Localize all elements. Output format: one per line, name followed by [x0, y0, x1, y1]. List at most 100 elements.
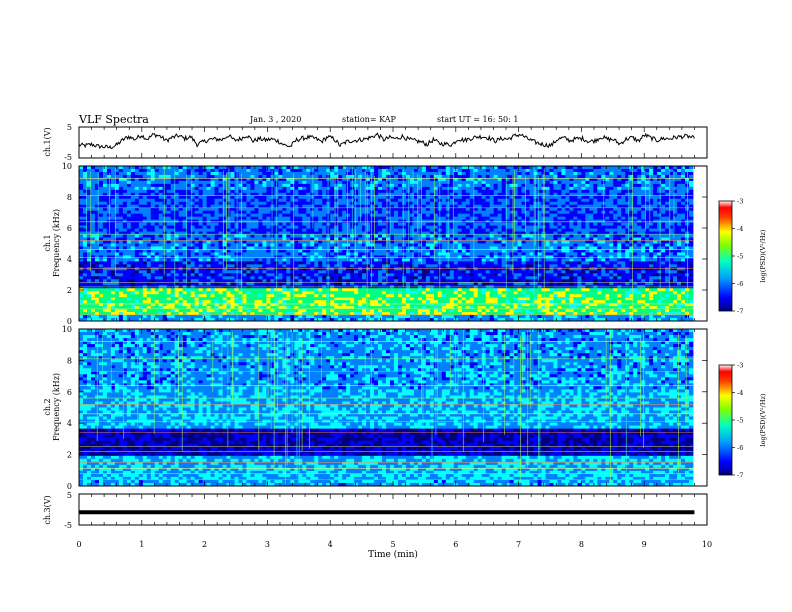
ch1-spectrogram-cell: [370, 223, 374, 226]
ch1-spectrogram-cell: [127, 187, 131, 190]
ch1-spectrogram-cell: [482, 226, 486, 229]
ch1-spectrogram-cell: [242, 220, 246, 223]
ch1-spectrogram-cell: [390, 172, 394, 175]
ch1-spectrogram-cell: [418, 169, 422, 172]
ch1-spectrogram-cell: [462, 175, 466, 178]
ch1-spectrogram-cell: [665, 199, 669, 202]
ch1-spectrogram-cell: [318, 220, 322, 223]
ch1-spectrogram-cell: [163, 181, 167, 184]
ch1-spectrogram-cell: [637, 208, 641, 211]
ch1-spectrogram-cell: [530, 199, 534, 202]
ch1-spectrogram-cell: [657, 184, 661, 187]
ch1-spectrogram-cell: [526, 211, 530, 214]
ch1-spectrogram-cell: [179, 202, 183, 205]
ch1-spectrogram-cell: [541, 208, 545, 211]
ch1-spectrogram-cell: [195, 175, 199, 178]
ch1-spectrogram-cell: [147, 169, 151, 172]
ch1-spectrogram-cell: [171, 211, 175, 214]
ch1-spectrogram-cell: [322, 202, 326, 205]
ch1-spectrogram-cell: [677, 190, 681, 193]
ch1-spectrogram-cell: [681, 202, 685, 205]
ch1-spectrogram-cell: [585, 202, 589, 205]
ch1-spectrogram-cell: [633, 199, 637, 202]
ch1-spectrogram-cell: [187, 175, 191, 178]
ch1-spectrogram-cell: [151, 187, 155, 190]
ch1-spectrogram-cell: [246, 187, 250, 190]
ch1-spectrogram-cell: [242, 199, 246, 202]
ch1-spectrogram-cell: [250, 220, 254, 223]
ch1-spectrogram-cell: [474, 175, 478, 178]
ch1-spectrogram-cell: [219, 208, 223, 211]
ch1-spectrogram-cell: [410, 184, 414, 187]
ch1-spectrogram-cell: [306, 166, 310, 169]
ch1-spectrogram-cell: [99, 196, 103, 199]
ch1-spectrogram-cell: [474, 169, 478, 172]
ch1-spectrogram-cell: [518, 175, 522, 178]
ch1-spectrogram-cell: [207, 211, 211, 214]
ch1-spectrogram-cell: [681, 175, 685, 178]
ch1-spectrogram-cell: [553, 166, 557, 169]
ch1-spectrogram-cell: [211, 181, 215, 184]
ch1-spectrogram-cell: [426, 202, 430, 205]
ch1-spectrogram-cell: [358, 169, 362, 172]
ch1-spectrogram-cell: [569, 166, 573, 169]
ch1-spectrogram-cell: [278, 190, 282, 193]
ch1-spectrogram-cell: [553, 220, 557, 223]
ch1-spectrogram-cell: [541, 172, 545, 175]
ch1-spectrogram-cell: [557, 190, 561, 193]
ch1-spectrogram-cell: [362, 229, 366, 232]
ch1-spectrogram-cell: [175, 229, 179, 232]
ch1-spectrogram-cell: [79, 229, 83, 232]
ch1-spectrogram-cell: [179, 181, 183, 184]
ch1-spectrogram-cell: [270, 181, 274, 184]
ch1-spectrogram-cell: [661, 196, 665, 199]
ch1-spectrogram-cell: [510, 220, 514, 223]
ch1-spectrogram-cell: [486, 226, 490, 229]
ch1-spectrogram-cell: [207, 226, 211, 229]
ch1-spectrogram-cell: [266, 208, 270, 211]
ch1-spectrogram-cell: [195, 223, 199, 226]
ch1-spectrogram-cell: [609, 196, 613, 199]
ch1-spectrogram-cell: [250, 208, 254, 211]
ch1-spectrogram-cell: [111, 169, 115, 172]
ch1-spectrogram-cell: [227, 223, 231, 226]
ch1-spectrogram-cell: [645, 190, 649, 193]
ch1-spectrogram-cell: [131, 214, 135, 217]
ch1-spectrogram-cell: [79, 217, 83, 220]
ch1-spectrogram-cell: [322, 190, 326, 193]
ch1-spectrogram-cell: [143, 175, 147, 178]
ch1-spectrogram-cell: [541, 199, 545, 202]
ch1-spectrogram-cell: [617, 181, 621, 184]
ch1-spectrogram-cell: [302, 214, 306, 217]
ch1-spectrogram-cell: [446, 166, 450, 169]
ch1-spectrogram-cell: [569, 190, 573, 193]
ch1-spectrogram-cell: [382, 211, 386, 214]
ch1-spectrogram-cell: [302, 184, 306, 187]
ch1-spectrogram-cell: [633, 166, 637, 169]
ch1-spectrogram-cell: [131, 172, 135, 175]
ch1-spectrogram-cell: [494, 172, 498, 175]
ch1-spectrogram-cell: [171, 169, 175, 172]
ch1-spectrogram-cell: [111, 211, 115, 214]
ch1-spectrogram-cell: [641, 196, 645, 199]
ch1-spectrogram-cell: [95, 172, 99, 175]
ch1-spectrogram-cell: [378, 190, 382, 193]
ch1-spectrogram-cell: [258, 226, 262, 229]
ch1-spectrogram-cell: [191, 181, 195, 184]
ch1-spectrogram-cell: [103, 208, 107, 211]
ch1-spectrogram-cell: [219, 199, 223, 202]
ch1-spectrogram-cell: [306, 220, 310, 223]
ch1-spectrogram-cell: [609, 175, 613, 178]
ch1-spectrogram-cell: [242, 208, 246, 211]
ch1-spectrogram-cell: [470, 208, 474, 211]
ch1-spectrogram-cell: [462, 226, 466, 229]
ch1-spectrogram-cell: [211, 220, 215, 223]
ch1-spectrogram-cell: [422, 214, 426, 217]
ch1-spectrogram-cell: [366, 229, 370, 232]
ch1-spectrogram-cell: [633, 226, 637, 229]
ch1-spectrogram-cell: [135, 166, 139, 169]
ch1-spectrogram-cell: [131, 229, 135, 232]
ch1-spectrogram-cell: [406, 184, 410, 187]
ch1-spectrogram-cell: [155, 184, 159, 187]
ch1-spectrogram-cell: [478, 217, 482, 220]
